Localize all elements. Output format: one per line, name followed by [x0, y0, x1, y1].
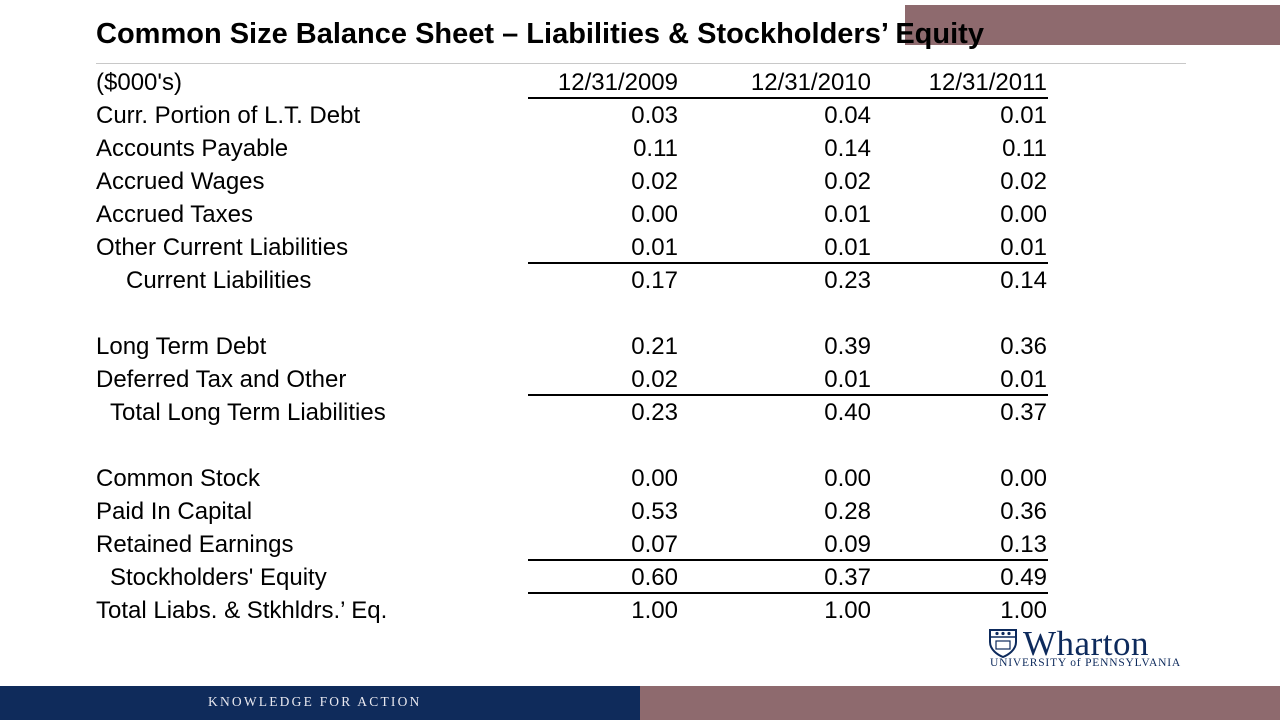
subtotal-row: Current Liabilities 0.17 0.23 0.14 — [96, 264, 1056, 297]
row-label: Curr. Portion of L.T. Debt — [96, 102, 361, 129]
row-label: Stockholders' Equity — [110, 564, 327, 591]
wharton-logo: Wharton UNIVERSITY of PENNSYLVANIA — [988, 624, 1198, 674]
row-value: 0.02 — [1000, 168, 1047, 195]
row-value: 0.00 — [824, 465, 871, 492]
row-label: Total Long Term Liabilities — [110, 399, 386, 426]
row-value: 0.53 — [631, 498, 678, 525]
row-label: Other Current Liabilities — [96, 234, 349, 261]
logo-subtitle: UNIVERSITY of PENNSYLVANIA — [990, 657, 1181, 669]
table-row: Curr. Portion of L.T. Debt 0.03 0.04 0.0… — [96, 99, 1056, 132]
row-label: Accrued Taxes — [96, 201, 253, 228]
total-row: Total Liabs. & Stkhldrs.’ Eq. 1.00 1.00 … — [96, 594, 1056, 627]
row-spacer — [96, 297, 1056, 330]
table-row: Accrued Taxes 0.00 0.01 0.00 — [96, 198, 1056, 231]
row-value: 1.00 — [1000, 597, 1047, 624]
footer-mauve-band — [640, 686, 1280, 720]
balance-sheet-table: ($000's) 12/31/2009 12/31/2010 12/31/201… — [96, 66, 1056, 627]
row-value: 0.39 — [824, 333, 871, 360]
row-label: Retained Earnings — [96, 531, 294, 558]
row-value: 0.14 — [824, 135, 871, 162]
footer-tagline: KNOWLEDGE FOR ACTION — [208, 694, 422, 709]
table-row: Other Current Liabilities 0.01 0.01 0.01 — [96, 231, 1056, 264]
row-value: 0.09 — [824, 531, 871, 558]
header-underline — [528, 97, 1048, 99]
row-label: Long Term Debt — [96, 333, 267, 360]
row-value: 0.23 — [824, 267, 871, 294]
subtotal-rule — [528, 394, 1048, 396]
row-value: 0.04 — [824, 102, 871, 129]
row-value: 0.01 — [824, 234, 871, 261]
row-value: 0.17 — [631, 267, 678, 294]
row-value: 0.40 — [824, 399, 871, 426]
row-value: 0.01 — [1000, 102, 1047, 129]
period-header: 12/31/2010 — [750, 69, 871, 96]
shield-icon — [989, 629, 1017, 658]
top-decorative-band — [905, 5, 1280, 45]
row-label: Deferred Tax and Other — [96, 366, 347, 393]
row-value: 0.36 — [1000, 498, 1047, 525]
table-row: Common Stock 0.00 0.00 0.00 — [96, 462, 1056, 495]
row-label: Paid In Capital — [96, 498, 253, 525]
row-value: 0.01 — [824, 201, 871, 228]
row-value: 0.37 — [824, 564, 871, 591]
row-value: 0.02 — [824, 168, 871, 195]
row-value: 0.14 — [1000, 267, 1047, 294]
row-value: 0.00 — [631, 201, 678, 228]
slide-title: Common Size Balance Sheet – Liabilities … — [96, 18, 984, 50]
logo-wordmark: Wharton — [1023, 624, 1149, 663]
row-value: 1.00 — [824, 597, 871, 624]
row-value: 0.01 — [1000, 366, 1047, 393]
subtotal-rule — [528, 262, 1048, 264]
title-divider — [96, 63, 1186, 64]
subtotal-row: Total Long Term Liabilities 0.23 0.40 0.… — [96, 396, 1056, 429]
subtotal-row: Stockholders' Equity 0.60 0.37 0.49 — [96, 561, 1056, 594]
units-label: ($000's) — [96, 69, 182, 96]
footer-navy-band: KNOWLEDGE FOR ACTION — [0, 686, 640, 720]
table-row: Paid In Capital 0.53 0.28 0.36 — [96, 495, 1056, 528]
row-value: 0.02 — [631, 168, 678, 195]
row-value: 0.01 — [1000, 234, 1047, 261]
row-value: 0.02 — [631, 366, 678, 393]
row-value: 0.36 — [1000, 333, 1047, 360]
row-value: 0.11 — [633, 135, 678, 162]
row-value: 0.23 — [631, 399, 678, 426]
row-value: 0.00 — [1000, 201, 1047, 228]
header-row: ($000's) 12/31/2009 12/31/2010 12/31/201… — [96, 66, 1056, 99]
table-row: Accounts Payable 0.11 0.14 0.11 — [96, 132, 1056, 165]
total-rule — [528, 592, 1048, 594]
row-value: 0.00 — [1000, 465, 1047, 492]
row-value: 0.00 — [631, 465, 678, 492]
row-value: 0.60 — [631, 564, 678, 591]
row-value: 0.07 — [631, 531, 678, 558]
period-header: 12/31/2011 — [928, 69, 1047, 96]
row-label: Common Stock — [96, 465, 261, 492]
table-row: Accrued Wages 0.02 0.02 0.02 — [96, 165, 1056, 198]
row-value: 0.01 — [631, 234, 678, 261]
row-value: 0.11 — [1002, 135, 1047, 162]
table-row: Deferred Tax and Other 0.02 0.01 0.01 — [96, 363, 1056, 396]
row-value: 0.37 — [1000, 399, 1047, 426]
period-header: 12/31/2009 — [557, 69, 678, 96]
row-label: Accrued Wages — [96, 168, 265, 195]
row-spacer — [96, 429, 1056, 462]
row-value: 0.49 — [1000, 564, 1047, 591]
row-label: Accounts Payable — [96, 135, 289, 162]
subtotal-rule — [528, 559, 1048, 561]
row-label: Total Liabs. & Stkhldrs.’ Eq. — [96, 597, 388, 624]
row-value: 1.00 — [631, 597, 678, 624]
row-value: 0.13 — [1000, 531, 1047, 558]
row-value: 0.21 — [631, 333, 678, 360]
row-value: 0.28 — [824, 498, 871, 525]
table-row: Long Term Debt 0.21 0.39 0.36 — [96, 330, 1056, 363]
table-row: Retained Earnings 0.07 0.09 0.13 — [96, 528, 1056, 561]
row-label: Current Liabilities — [126, 267, 312, 294]
row-value: 0.01 — [824, 366, 871, 393]
row-value: 0.03 — [631, 102, 678, 129]
